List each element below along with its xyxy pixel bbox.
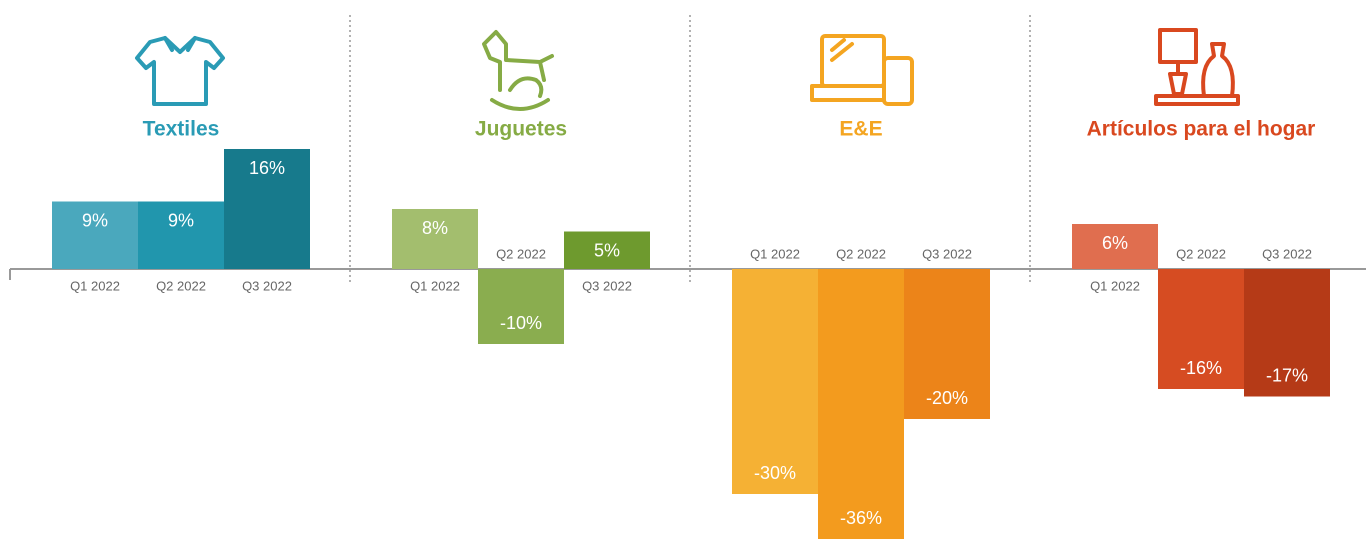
category-label: Q1 2022	[1090, 278, 1140, 293]
category-label: Q2 2022	[1176, 246, 1226, 261]
value-label: 9%	[82, 210, 108, 230]
value-label: 6%	[1102, 233, 1128, 253]
home-goods-icon	[1154, 28, 1240, 106]
bar	[904, 269, 990, 419]
bar	[392, 209, 478, 269]
bar	[138, 201, 224, 269]
value-label: -17%	[1266, 365, 1308, 385]
value-label: 8%	[422, 218, 448, 238]
bar	[478, 269, 564, 344]
value-label: -16%	[1180, 358, 1222, 378]
bar	[52, 201, 138, 269]
bar	[818, 269, 904, 539]
panel-title: E&E	[839, 118, 882, 141]
value-label: -36%	[840, 508, 882, 528]
category-label: Q1 2022	[750, 246, 800, 261]
panel-title: Textiles	[143, 118, 220, 141]
shirt-icon	[135, 36, 225, 106]
panel-title: Artículos para el hogar	[1087, 118, 1316, 141]
value-label: 5%	[594, 240, 620, 260]
panel-title: Juguetes	[475, 118, 567, 141]
category-label: Q2 2022	[156, 278, 206, 293]
category-label: Q1 2022	[410, 278, 460, 293]
category-label: Q3 2022	[242, 278, 292, 293]
category-label: Q3 2022	[582, 278, 632, 293]
category-label: Q1 2022	[70, 278, 120, 293]
category-label: Q3 2022	[922, 246, 972, 261]
devices-icon	[810, 34, 914, 106]
bar	[732, 269, 818, 494]
value-label: -30%	[754, 463, 796, 483]
bar	[1072, 224, 1158, 269]
value-label: -10%	[500, 313, 542, 333]
bar	[1244, 269, 1330, 397]
bar	[564, 231, 650, 269]
bar	[1158, 269, 1244, 389]
value-label: -20%	[926, 388, 968, 408]
value-label: 16%	[249, 158, 285, 178]
value-label: 9%	[168, 210, 194, 230]
category-label: Q3 2022	[1262, 246, 1312, 261]
category-label: Q2 2022	[836, 246, 886, 261]
category-label: Q2 2022	[496, 246, 546, 261]
horse-icon	[482, 30, 554, 111]
bar	[224, 149, 310, 269]
